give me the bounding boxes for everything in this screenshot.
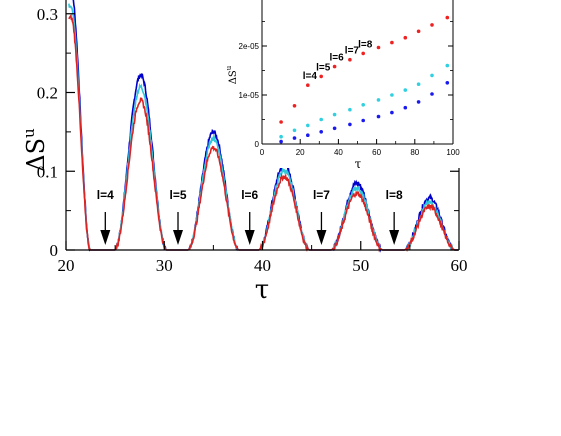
inset-x-tick-label-1: 20: [296, 148, 305, 157]
inset-point-s0-0: [279, 120, 283, 124]
inset-point-s2-3: [319, 130, 324, 134]
main-x-tick-label-1: 30: [156, 256, 173, 275]
inset-annotation-2: l=6: [330, 53, 345, 64]
main-y-tick-label-3: 0.3: [37, 5, 58, 24]
main-y-axis-title: ΔSu: [20, 128, 50, 172]
main-x-tick-label-4: 60: [451, 256, 468, 275]
inset-point-s0-5: [348, 57, 352, 62]
inset-y-tick-label-2: 2e-05: [239, 42, 260, 51]
inset-point-s2-6: [361, 118, 366, 123]
inset-point-s1-9: [403, 88, 408, 92]
inset-annotation-4: l=8: [358, 39, 373, 50]
inset-point-s1-2: [306, 123, 310, 128]
inset-y-axis-title-sup: u: [225, 65, 233, 70]
inset-y-axis-title: ΔSu: [225, 65, 239, 84]
main-x-tick-label-3: 50: [352, 256, 369, 275]
inset-x-axis-title: τ: [355, 157, 362, 171]
inset-point-s2-11: [430, 92, 434, 96]
main-y-axis-title-main: ΔS: [22, 138, 50, 172]
inset-point-s0-12: [445, 15, 450, 20]
main-annotation-label-4: l=8: [386, 188, 403, 202]
main-annotation-label-2: l=6: [241, 188, 258, 202]
inset-series-group: [279, 15, 450, 144]
inset-point-s0-10: [416, 29, 421, 34]
main-y-tick-label-1: 0.1: [37, 162, 58, 181]
main-y-tick-label-0: 0: [50, 241, 59, 260]
inset-background: [226, 0, 464, 168]
inset-annotations: l=4l=5l=6l=7l=8: [303, 39, 373, 82]
main-x-tick-label-2: 40: [254, 256, 271, 275]
main-annotation-label-3: l=7: [313, 188, 330, 202]
inset-point-s1-12: [445, 63, 450, 68]
main-x-axis-title: τ: [255, 275, 269, 305]
inset-point-s1-10: [416, 82, 421, 86]
inset-point-s1-11: [430, 73, 434, 78]
inset-point-s0-11: [430, 23, 434, 27]
inset-point-s1-8: [390, 93, 394, 97]
inset-point-s0-2: [306, 83, 310, 87]
inset-x-tick-label-4: 80: [410, 148, 419, 157]
inset-x-tick-label-5: 100: [446, 148, 460, 157]
inset-point-s1-1: [292, 128, 297, 133]
inset-y-tick-label-1: 1e-05: [239, 91, 260, 100]
main-annotation-label-1: l=5: [169, 188, 186, 202]
main-annotation-arrow-head-4: [389, 230, 400, 245]
inset-point-s2-1: [292, 136, 297, 140]
inset-x-tick-label-3: 60: [372, 148, 381, 157]
main-x-tick-label-0: 20: [58, 256, 75, 275]
inset-point-s2-9: [403, 105, 408, 110]
inset-point-s2-2: [306, 133, 310, 137]
main-annotation-label-0: l=4: [97, 188, 114, 202]
inset-point-s2-10: [416, 100, 421, 104]
main-annotation-arrow-head-0: [100, 230, 111, 245]
inset-y-tick-label-0: 0: [255, 140, 260, 149]
inset-point-s0-8: [390, 40, 394, 45]
inset-point-s1-6: [361, 103, 366, 107]
inset-point-s0-3: [319, 74, 324, 79]
inset-point-s1-7: [376, 98, 381, 102]
main-annotation-arrow-head-1: [173, 230, 184, 245]
inset-x-tick-label-2: 40: [334, 148, 343, 157]
inset-annotation-1: l=5: [316, 62, 331, 73]
inset-point-s2-5: [348, 122, 352, 127]
main-annotation-arrow-head-2: [244, 230, 255, 245]
inset-point-s1-0: [279, 134, 283, 139]
main-annotations: l=4 l=5 l=6 l=7 l=8: [97, 188, 403, 245]
inset-annotation-0: l=4: [303, 71, 318, 82]
main-y-tick-label-2: 0.2: [37, 84, 58, 103]
inset-point-s0-7: [376, 45, 381, 50]
inset-x-tick-label-0: 0: [260, 148, 265, 157]
inset-annotation-3: l=7: [345, 46, 360, 57]
inset-point-s2-12: [445, 81, 450, 85]
inset-point-s0-1: [292, 104, 297, 108]
main-y-axis-title-sup: u: [20, 128, 38, 138]
inset-point-s1-5: [348, 107, 352, 112]
inset-point-s2-7: [376, 114, 381, 119]
inset-point-s2-8: [390, 110, 394, 115]
inset-point-s0-9: [403, 35, 408, 40]
inset-point-s1-4: [332, 112, 337, 117]
inset-point-s0-4: [332, 64, 337, 69]
inset-point-s2-4: [332, 126, 337, 131]
inset-axes: 0 20 40 60 80 100 0 1e-05 2e-05: [239, 0, 460, 157]
inset-y-axis-title-main: ΔS: [228, 70, 239, 84]
inset-point-s1-3: [319, 117, 324, 122]
inset-point-s0-6: [361, 51, 366, 56]
inset-point-s2-0: [279, 139, 283, 144]
main-annotation-arrow-head-3: [316, 230, 327, 245]
